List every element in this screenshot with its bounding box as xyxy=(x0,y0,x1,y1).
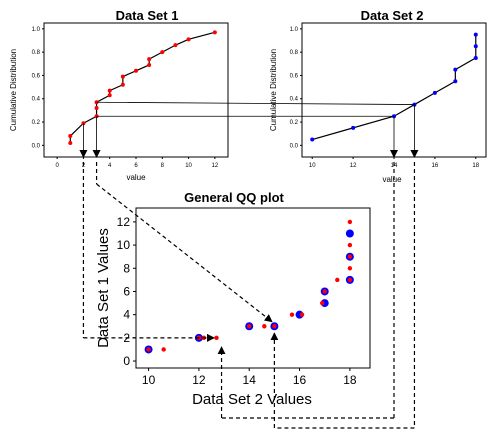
chart-general-qq-plot: General QQ plot Data Set 2 Values Data S… xyxy=(95,190,371,408)
chart-3-ylabel: Data Set 1 Values xyxy=(95,228,112,348)
chart-data-set-2: Data Set 2 value Cumulative Distribution… xyxy=(269,8,487,184)
y-tick-label: 0.0 xyxy=(32,143,41,149)
y-tick-label: 10 xyxy=(117,238,131,252)
qq-point-large xyxy=(345,229,354,238)
cdf-point xyxy=(107,88,112,93)
qq-point-small xyxy=(247,324,252,329)
chart-2-title: Data Set 2 xyxy=(361,8,424,23)
x-tick-label: 14 xyxy=(243,373,257,387)
chart-3-title: General QQ plot xyxy=(184,190,284,205)
x-tick-label: 10 xyxy=(309,163,316,169)
x-tick-label: 18 xyxy=(472,163,479,169)
connector-line xyxy=(96,183,273,323)
qq-point-small xyxy=(319,300,325,306)
y-tick-label: 0.2 xyxy=(32,120,41,126)
y-tick-label: 0.4 xyxy=(32,97,41,103)
cdf-point xyxy=(473,32,478,37)
cdf-point xyxy=(147,57,152,62)
y-tick-label: 1.0 xyxy=(32,27,41,33)
x-tick-label: 10 xyxy=(185,163,192,169)
x-tick-label: 16 xyxy=(293,373,307,387)
connector-line xyxy=(96,101,415,105)
x-tick-label: 6 xyxy=(134,163,138,169)
cdf-point xyxy=(473,55,478,60)
x-tick-label: 0 xyxy=(55,163,59,169)
cdf-point xyxy=(432,90,437,95)
x-tick-label: 16 xyxy=(432,163,439,169)
x-tick-label: 12 xyxy=(350,163,357,169)
qq-connector-lines xyxy=(79,101,419,429)
x-tick-label: 8 xyxy=(161,163,165,169)
cdf-line xyxy=(69,31,216,144)
qq-point-small xyxy=(347,266,353,271)
chart-data-set-1: Data Set 1 value Cumulative Distribution… xyxy=(9,8,229,182)
x-tick-label: 4 xyxy=(108,163,112,169)
qq-point-small xyxy=(347,219,353,225)
x-tick-label: 18 xyxy=(343,373,357,387)
qq-point-small xyxy=(347,254,353,259)
chart-3-xlabel: Data Set 2 Values xyxy=(192,391,312,408)
qq-point-small xyxy=(347,277,353,283)
y-tick-label: 0.2 xyxy=(290,120,299,126)
qq-point-small xyxy=(161,347,166,352)
qq-point-small xyxy=(322,289,327,294)
cdf-point xyxy=(107,93,112,98)
qq-point-small xyxy=(289,312,295,317)
y-tick-label: 0.8 xyxy=(32,50,41,56)
y-tick-label: 0.6 xyxy=(32,73,41,79)
chart-2-xlabel: value xyxy=(382,175,402,184)
cdf-point xyxy=(134,68,138,73)
cdf-point xyxy=(186,37,191,42)
y-tick-label: 0.6 xyxy=(290,73,299,79)
y-tick-label: 8 xyxy=(123,261,130,275)
cdf-line xyxy=(312,34,477,141)
cdf-point xyxy=(120,74,125,79)
x-tick-label: 10 xyxy=(142,373,156,387)
cdf-point xyxy=(68,141,73,146)
chart-1-title: Data Set 1 xyxy=(116,8,179,23)
y-tick-label: 0.8 xyxy=(290,50,299,56)
y-tick-label: 0 xyxy=(123,354,130,368)
chart-2-ylabel: Cumulative Distribution xyxy=(269,49,278,131)
cdf-point xyxy=(120,82,125,87)
cdf-point xyxy=(94,106,99,111)
cdf-point xyxy=(453,67,458,72)
y-tick-label: 6 xyxy=(123,284,130,298)
qq-point-small xyxy=(262,324,267,329)
cdf-point xyxy=(310,137,315,142)
cdf-point xyxy=(147,62,152,67)
chart-1-ylabel: Cumulative Distribution xyxy=(9,49,18,131)
y-tick-label: 1.0 xyxy=(290,27,299,33)
y-tick-label: 0.4 xyxy=(290,97,299,103)
y-tick-label: 0.0 xyxy=(290,143,299,149)
cdf-point xyxy=(473,44,478,49)
qq-point-small xyxy=(146,347,151,352)
cdf-point xyxy=(351,125,356,130)
chart-3-frame xyxy=(135,207,371,369)
x-tick-label: 12 xyxy=(192,373,206,387)
cdf-point xyxy=(212,30,217,35)
qq-point-small xyxy=(272,324,277,329)
qq-point-small xyxy=(214,335,219,341)
qq-point-small xyxy=(335,277,340,283)
y-tick-label: 12 xyxy=(117,215,131,229)
cdf-point xyxy=(68,134,73,139)
cdf-point xyxy=(160,50,165,55)
chart-1-xlabel: value xyxy=(126,173,146,182)
qq-point-small xyxy=(299,312,305,317)
y-tick-label: 4 xyxy=(123,308,130,322)
qq-point-small xyxy=(347,242,353,248)
cdf-point xyxy=(173,43,178,48)
cdf-point xyxy=(453,79,458,84)
x-tick-label: 12 xyxy=(212,163,219,169)
